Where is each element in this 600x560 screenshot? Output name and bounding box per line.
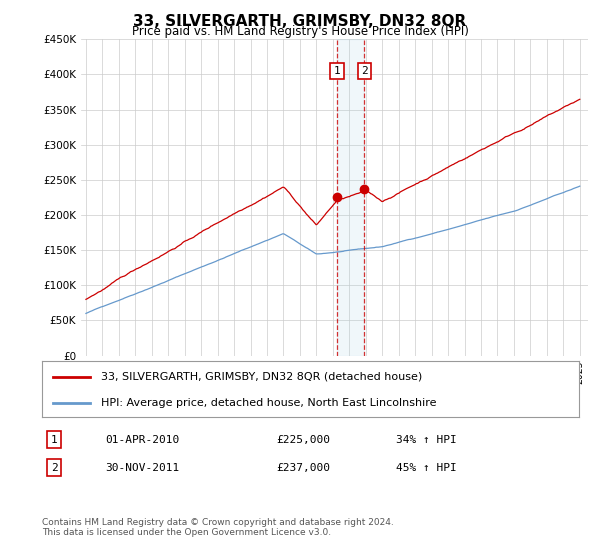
Text: 2: 2 [50, 463, 58, 473]
Text: 33, SILVERGARTH, GRIMSBY, DN32 8QR: 33, SILVERGARTH, GRIMSBY, DN32 8QR [133, 14, 467, 29]
Text: 34% ↑ HPI: 34% ↑ HPI [396, 435, 457, 445]
Text: 1: 1 [50, 435, 58, 445]
Text: 01-APR-2010: 01-APR-2010 [105, 435, 179, 445]
Bar [337, 39, 364, 356]
Text: 33, SILVERGARTH, GRIMSBY, DN32 8QR (detached house): 33, SILVERGARTH, GRIMSBY, DN32 8QR (deta… [101, 372, 422, 382]
Text: Price paid vs. HM Land Registry's House Price Index (HPI): Price paid vs. HM Land Registry's House … [131, 25, 469, 38]
Text: Contains HM Land Registry data © Crown copyright and database right 2024.
This d: Contains HM Land Registry data © Crown c… [42, 518, 394, 538]
Text: 45% ↑ HPI: 45% ↑ HPI [396, 463, 457, 473]
Text: 1: 1 [334, 66, 340, 76]
Text: £225,000: £225,000 [276, 435, 330, 445]
Text: HPI: Average price, detached house, North East Lincolnshire: HPI: Average price, detached house, Nort… [101, 398, 437, 408]
Text: £237,000: £237,000 [276, 463, 330, 473]
Text: 2: 2 [361, 66, 368, 76]
Text: 30-NOV-2011: 30-NOV-2011 [105, 463, 179, 473]
